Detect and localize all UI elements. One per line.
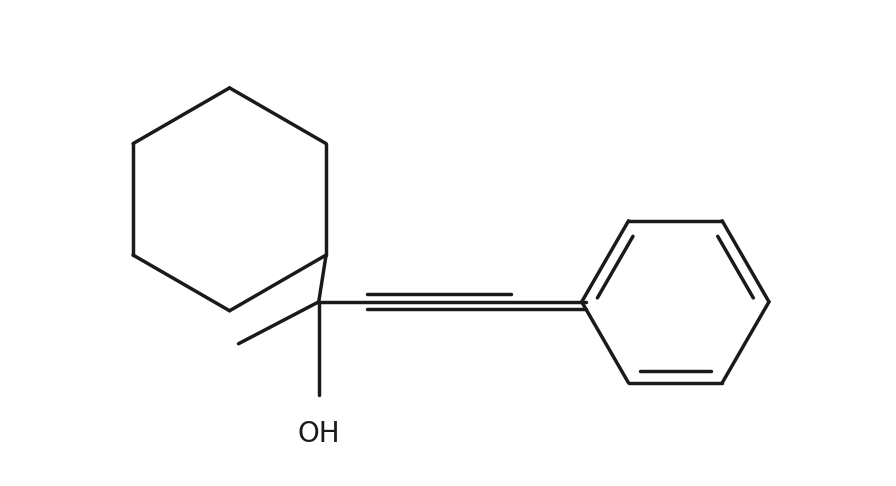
Text: OH: OH [297,420,340,449]
